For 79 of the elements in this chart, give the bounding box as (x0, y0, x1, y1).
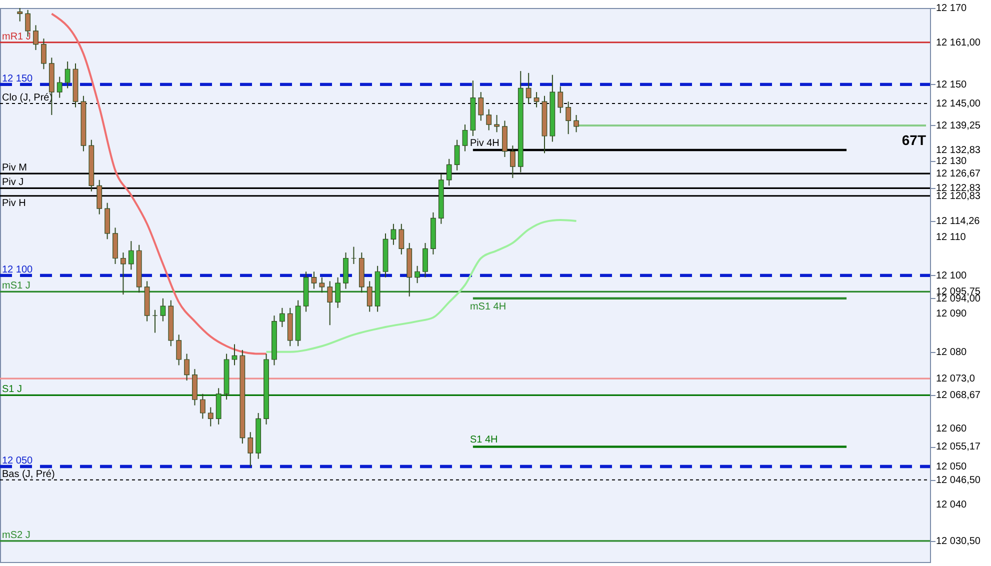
y-tick-label: 12 130 (936, 156, 968, 167)
candlestick (366, 280, 372, 312)
candlestick (56, 76, 62, 98)
ref-line-label: 12 100 (2, 264, 34, 276)
candlestick (526, 72, 532, 104)
ref-line-label: Piv M (2, 162, 27, 174)
y-tick-label: 12 100 (936, 270, 968, 282)
y-tick-label: 12 073,0 (936, 374, 976, 385)
candlestick (319, 276, 325, 294)
candlestick (64, 60, 70, 89)
ref-line-label: mS1 J (2, 280, 30, 292)
y-tick-label: 12 040 (936, 500, 968, 511)
candlestick (41, 38, 46, 70)
candlestick (398, 223, 404, 255)
y-tick-label: 12 150 (936, 79, 968, 90)
candlestick (279, 307, 285, 328)
series-label: mS1 4H (470, 301, 506, 312)
y-tick-label: 12 139,25 (936, 120, 981, 132)
candlestick (176, 334, 182, 366)
y-tick-label: 12 090 (936, 308, 968, 320)
annotation: 67T (902, 132, 926, 148)
y-tick-label: 12 094,00 (936, 293, 981, 304)
y-tick-label: 12 132,83 (936, 145, 981, 156)
ref-line-label: Piv J (2, 177, 24, 188)
y-tick-label: 12 170 (936, 3, 968, 14)
candlestick (486, 108, 492, 131)
ref-line-label: mR1 J (2, 31, 31, 42)
candlestick (96, 179, 102, 215)
line-series (265, 219, 578, 353)
candlestick (232, 344, 238, 366)
y-tick-label: 12 068,67 (936, 390, 981, 402)
candlestick (351, 246, 356, 264)
y-tick-label: 12 120,83 (936, 190, 981, 202)
candlestick (327, 280, 333, 326)
y-tick-label: 12 145,00 (936, 98, 981, 110)
candlestick (120, 252, 126, 296)
candlestick (494, 114, 500, 133)
y-tick-label: 12 110 (936, 232, 966, 244)
candlestick (128, 240, 134, 270)
candlestick (200, 393, 206, 420)
candlestick (335, 276, 341, 308)
y-tick-label: 12 080 (936, 346, 968, 358)
ref-line-label: Bas (J, Pré) (2, 468, 55, 480)
ref-line-label: mS2 J (2, 530, 30, 541)
candlestick (17, 8, 23, 22)
ref-line-label: 12 050 (2, 455, 34, 466)
candlestick (208, 406, 214, 427)
candlestick (248, 432, 254, 467)
y-tick-label: 12 046,50 (936, 474, 981, 486)
series-label: Piv 4H (470, 138, 500, 150)
candlestick (462, 124, 468, 152)
y-tick-label: 12 050 (936, 461, 968, 472)
candlestick (566, 101, 572, 135)
y-tick-label: 12 126,67 (936, 168, 981, 180)
candlestick (33, 24, 38, 51)
candlestick (160, 298, 166, 322)
candlestick (311, 271, 317, 290)
candlestick (454, 139, 460, 171)
y-tick-label: 12 161,00 (936, 37, 981, 48)
candlestick (574, 114, 579, 133)
candlestick (534, 92, 540, 108)
y-tick-label: 12 030,50 (936, 536, 981, 547)
y-tick-label: 12 114,26 (936, 216, 980, 227)
series-label: S1 4H (470, 434, 498, 446)
candlestick (184, 353, 190, 382)
candlestick (390, 223, 396, 246)
candlestick (510, 145, 516, 179)
candlestick (414, 265, 420, 284)
candlestick (478, 92, 484, 122)
candlestick (422, 242, 428, 278)
y-tick-label: 12 060 (936, 423, 968, 434)
ref-line-label: S1 J (2, 384, 22, 396)
ref-line-label: 12 150 (2, 73, 34, 84)
candlestick (446, 158, 452, 186)
candlestick (558, 86, 564, 114)
ref-line-label: Piv H (2, 198, 26, 209)
candlestick (152, 309, 158, 334)
y-tick-label: 12 055,17 (936, 442, 981, 453)
line-series (50, 12, 268, 355)
